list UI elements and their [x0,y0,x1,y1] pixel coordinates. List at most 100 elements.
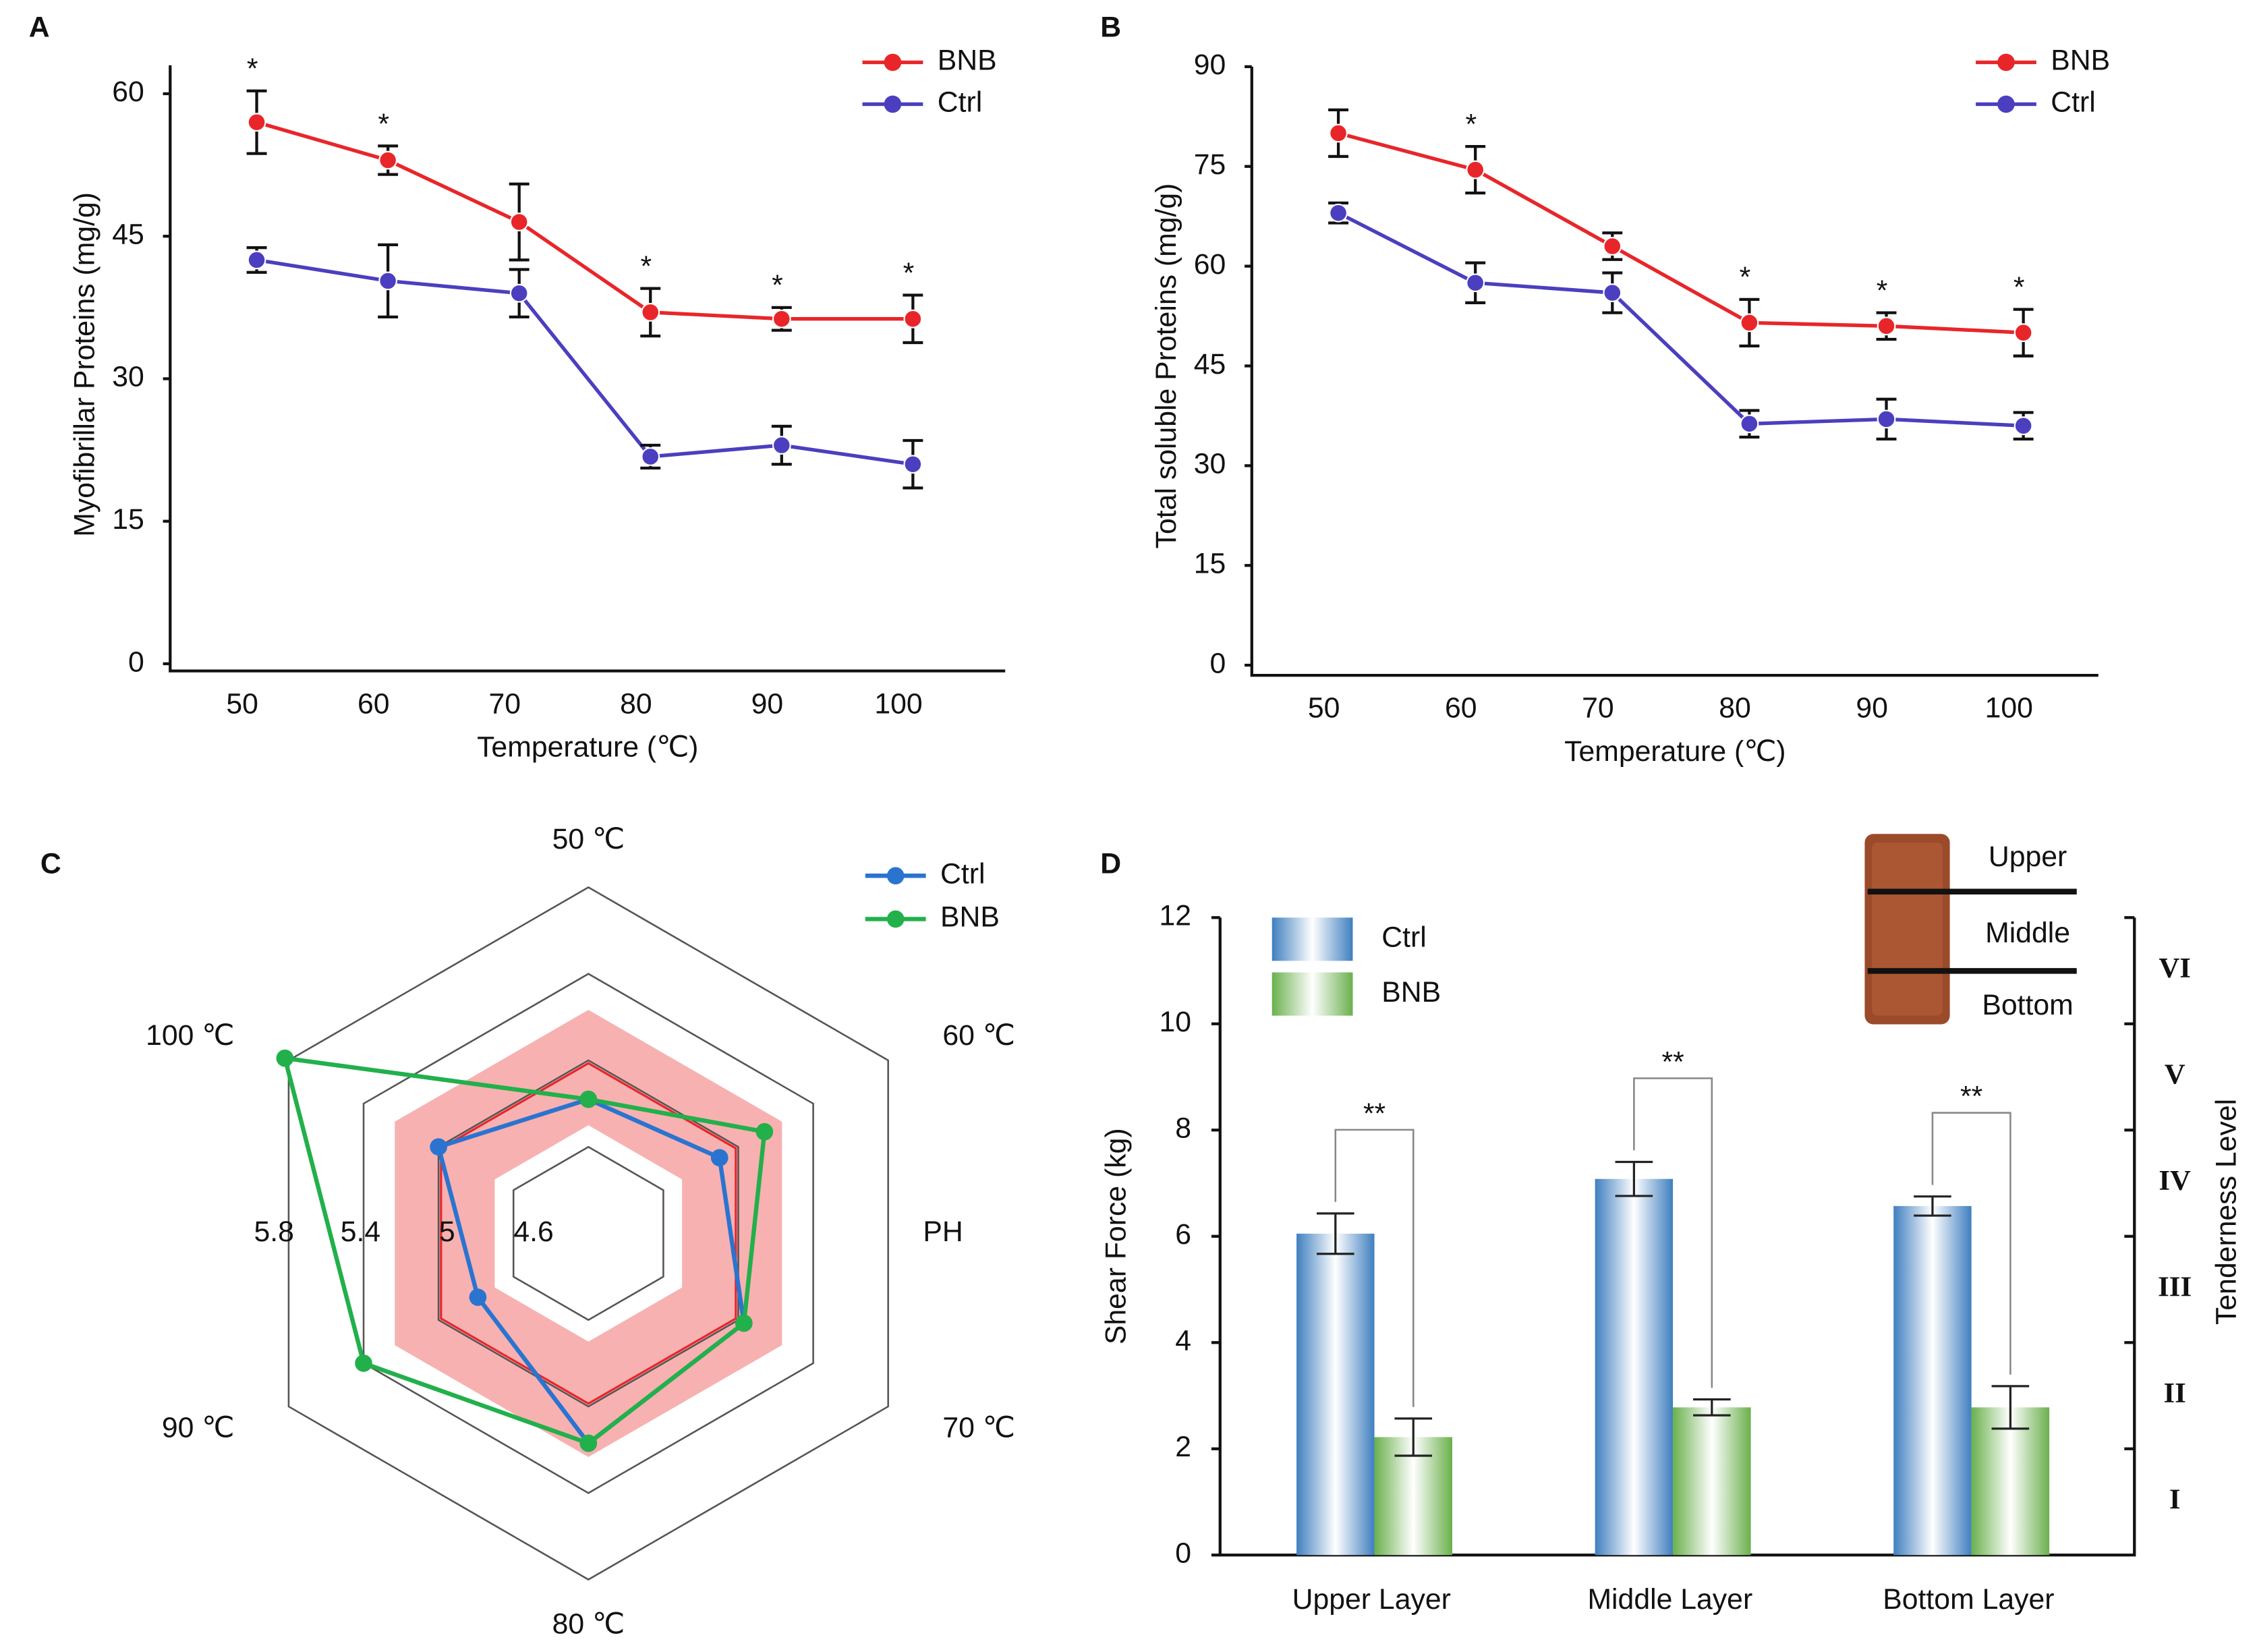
r-tick-label: 5.8 [254,1216,294,1248]
r-tick-label: 5.4 [341,1216,380,1248]
point [579,1434,598,1452]
x-tick-label: Bottom Layer [1883,1583,2054,1616]
x-tick-label: Upper Layer [1292,1583,1451,1616]
series-line [1337,211,2024,428]
axis-category-label: 90 ℃ [162,1412,234,1444]
significance: * [1465,109,1477,141]
bar [1595,1178,1674,1556]
legend-label: BNB [938,45,997,77]
bar [1971,1407,2050,1556]
tenderness-level: III [2158,1271,2192,1303]
point [1329,203,1348,223]
x-tick-label: 60 [358,687,390,720]
axis-title: PH [923,1216,963,1248]
point [469,1288,487,1306]
significance: ** [1960,1081,1982,1113]
point [430,1138,447,1156]
legend-label: BNB [2051,45,2110,77]
x-tick-label: 70 [1582,692,1614,724]
panel-label: A [29,11,50,44]
legend-label: BNB [940,901,1000,934]
series-line [256,258,913,466]
legend-label: Ctrl [940,858,985,890]
x-tick-label: 90 [751,687,784,720]
point [903,309,923,329]
y-tick-label: 75 [1194,148,1226,181]
series-line [1338,131,2024,335]
axis-line [169,65,1006,673]
tenderness-level: I [2169,1483,2181,1515]
significance: * [772,269,783,302]
point [276,1049,294,1067]
point [509,212,529,231]
y-tick-label: 30 [112,361,144,393]
x-tick-label: 100 [874,687,922,720]
point [247,250,266,270]
r-tick-label: 4.6 [513,1216,553,1248]
legend-marker [1997,53,2015,72]
x-tick-label: 50 [226,687,258,720]
x-tick-label: 90 [1856,692,1888,724]
r-tick-label: 5 [439,1216,455,1248]
axis-category-label: 50 ℃ [552,823,625,855]
inset-photo-texture [1872,843,1943,1016]
y-tick-label: 45 [112,218,144,250]
significance: * [903,257,915,289]
x-tick-label: 60 [1445,692,1477,724]
significance: ** [1661,1046,1684,1078]
point [378,150,398,170]
point [1877,409,1896,429]
y-tick-label: 4 [1175,1325,1191,1357]
point [772,309,791,329]
legend-marker [884,53,902,72]
significance-bracket [1633,1077,1713,1388]
y-tick-label: 60 [112,76,144,108]
axis-category-label: 80 ℃ [552,1607,625,1640]
x-tick-label: 80 [1719,692,1751,724]
axis-category-label: 60 ℃ [942,1019,1015,1052]
legend-marker [884,95,902,113]
grid-ring [362,973,814,1494]
y-tick-label: 15 [112,503,144,536]
point [355,1355,372,1372]
series-line [256,120,913,321]
inset-label: Upper [1989,841,2067,873]
significance: * [2013,271,2025,304]
x-tick-label: 100 [1985,692,2033,724]
point [247,113,266,132]
tenderness-level: II [2163,1377,2185,1409]
point [755,1122,774,1141]
panel-label: C [40,848,61,880]
significance: * [641,250,652,283]
y-axis-title: Total soluble Proteins (mg/g) [1150,183,1182,549]
tenderness-level: V [2165,1058,2185,1090]
point [1329,123,1348,143]
y-tick-label: 10 [1159,1006,1191,1038]
legend-marker [886,867,905,885]
point [1740,313,1759,333]
y-tick-label: 8 [1175,1112,1191,1145]
y-tick-label: 90 [1194,49,1226,81]
y-tick-label: 30 [1194,448,1226,480]
panel-label: D [1100,848,1121,880]
inset-label: Middle [1985,917,2070,949]
x-tick-label: 70 [489,687,521,720]
y-tick-label: 45 [1194,348,1226,380]
legend-swatch [1272,917,1353,961]
legend-label: Ctrl [2051,86,2095,119]
y-tick-label: 2 [1175,1431,1191,1463]
point [1877,316,1896,336]
point [1603,283,1622,302]
tenderness-level: VI [2159,952,2191,984]
y2-axis-title: Tenderness Level [2210,1099,2243,1325]
legend-marker [886,910,905,928]
significance: ** [1363,1098,1385,1130]
x-axis-title: Temperature (℃) [477,731,698,763]
bar [1893,1205,1972,1556]
point [1740,414,1759,434]
x-axis-title: Temperature (℃) [1564,735,1785,768]
point [1603,237,1622,256]
axis-line [1250,66,2098,677]
